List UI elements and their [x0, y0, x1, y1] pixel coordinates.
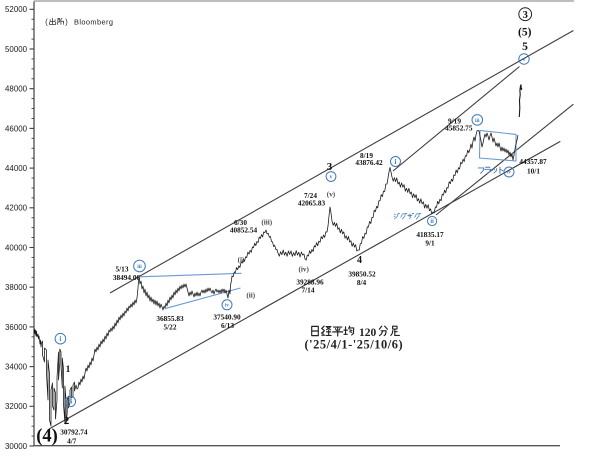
svg-text:6/13: 6/13 — [221, 321, 234, 330]
svg-text:38000: 38000 — [5, 283, 28, 292]
svg-text:36855.83: 36855.83 — [156, 314, 184, 323]
svg-text:('25/4/1-'25/10/6): ('25/4/1-'25/10/6) — [305, 338, 404, 352]
svg-text:3: 3 — [327, 161, 333, 173]
svg-text:): ) — [65, 18, 68, 27]
svg-text:32000: 32000 — [5, 402, 28, 411]
svg-text:38494.06: 38494.06 — [113, 273, 141, 282]
svg-text:41835.17: 41835.17 — [416, 230, 444, 239]
svg-text:3: 3 — [523, 10, 528, 21]
svg-text:iii: iii — [475, 118, 480, 124]
svg-text:46000: 46000 — [5, 124, 28, 133]
svg-text:120: 120 — [359, 327, 377, 339]
svg-text:i: i — [59, 335, 61, 343]
svg-text:iv: iv — [225, 304, 229, 309]
svg-text:48000: 48000 — [5, 85, 28, 94]
svg-text:v: v — [330, 175, 333, 181]
svg-text:5/22: 5/22 — [164, 323, 177, 332]
svg-text:43876.42: 43876.42 — [355, 158, 383, 167]
svg-text:42065.83: 42065.83 — [298, 199, 326, 208]
svg-text:5: 5 — [522, 41, 528, 53]
svg-text:iii: iii — [137, 264, 142, 270]
svg-text:ii: ii — [69, 400, 73, 406]
svg-text:Bloomberg: Bloomberg — [74, 17, 113, 26]
svg-text:36000: 36000 — [5, 323, 28, 332]
svg-text:(ii): (ii) — [246, 292, 255, 300]
svg-text:(iii): (iii) — [261, 219, 272, 227]
svg-text:1: 1 — [66, 365, 71, 375]
svg-text:8/19: 8/19 — [360, 151, 373, 160]
svg-text:39288.96: 39288.96 — [296, 278, 324, 287]
svg-text:9/1: 9/1 — [425, 239, 435, 248]
svg-text:40852.54: 40852.54 — [230, 226, 258, 235]
svg-text:52000: 52000 — [5, 5, 28, 14]
svg-text:5/13: 5/13 — [116, 265, 129, 274]
svg-text:4: 4 — [357, 255, 362, 266]
svg-text:37540.90: 37540.90 — [213, 313, 241, 322]
svg-text:44000: 44000 — [5, 164, 28, 173]
svg-text:(iv): (iv) — [299, 266, 310, 274]
svg-text:(5): (5) — [518, 27, 532, 39]
svg-text:8/4: 8/4 — [357, 278, 367, 287]
svg-text:7/14: 7/14 — [302, 286, 315, 295]
svg-text:(: ( — [45, 18, 48, 27]
svg-text:(v): (v) — [327, 191, 336, 199]
svg-text:30000: 30000 — [5, 442, 28, 451]
svg-text:10/1: 10/1 — [527, 167, 540, 176]
svg-text:2: 2 — [64, 415, 70, 427]
svg-text:(i): (i) — [238, 256, 245, 264]
svg-text:iv: iv — [507, 171, 511, 176]
svg-text:4/7: 4/7 — [67, 437, 77, 446]
svg-text:34000: 34000 — [5, 363, 28, 372]
svg-text:6/30: 6/30 — [234, 218, 247, 227]
svg-text:30792.74: 30792.74 — [60, 427, 88, 436]
svg-text:50000: 50000 — [5, 45, 28, 54]
svg-text:45852.75: 45852.75 — [445, 124, 473, 133]
svg-text:ii: ii — [430, 219, 434, 225]
svg-text:39850.52: 39850.52 — [348, 270, 376, 279]
svg-text:7/24: 7/24 — [304, 191, 317, 200]
svg-text:i: i — [395, 158, 397, 166]
svg-text:9/19: 9/19 — [448, 117, 461, 126]
svg-text:44357.87: 44357.87 — [519, 157, 547, 166]
svg-text:(4): (4) — [36, 427, 58, 447]
svg-text:v: v — [523, 57, 526, 63]
svg-text:40000: 40000 — [5, 243, 28, 252]
svg-text:42000: 42000 — [5, 204, 28, 213]
